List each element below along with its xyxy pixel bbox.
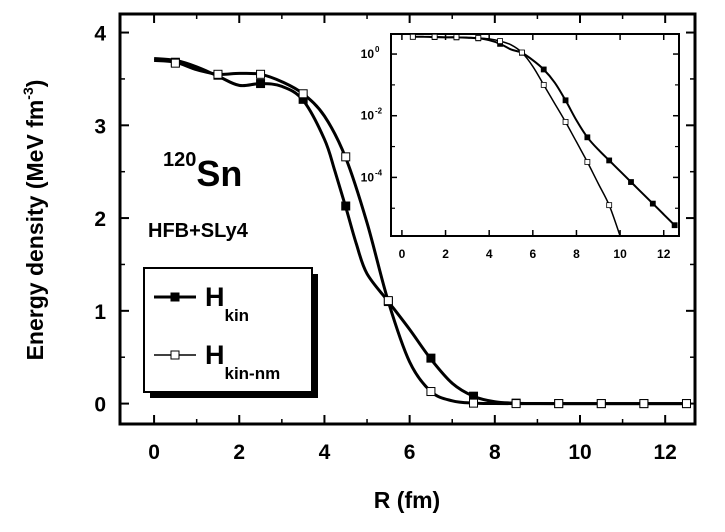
legend-label-kin-sub: kin: [225, 306, 250, 325]
inset-data-point-kin-nm: [540, 81, 547, 88]
data-point-kin-nm: [298, 89, 308, 99]
inset-data-point-kin: [649, 200, 656, 207]
inset-data-point-kin: [540, 66, 547, 73]
legend-marker-kin: [170, 292, 180, 302]
y-axis-title-main: Energy density (MeV fm: [22, 100, 48, 361]
isotope-mass: 120: [163, 149, 196, 171]
x-tick-label: 6: [404, 441, 416, 464]
main-markers: [170, 57, 691, 409]
legend-label-kin: Hkin: [205, 282, 249, 325]
inset-background: [391, 34, 679, 236]
method-label: HFB+SLy4: [148, 220, 249, 242]
legend-marker-kin-nm: [170, 350, 180, 360]
inset-x-tick-label: 4: [486, 247, 493, 261]
x-tick-label: 4: [319, 441, 331, 464]
data-point-kin-nm: [170, 58, 180, 68]
inset-data-point-kin-nm: [409, 33, 416, 40]
legend-label-kin-nm-main: H: [205, 340, 225, 370]
data-point-kin-nm: [639, 399, 649, 409]
inset-data-point-kin: [562, 97, 569, 104]
inset-x-tick-label: 6: [529, 247, 536, 261]
isotope-symbol: Sn: [196, 153, 242, 194]
x-tick-label: 8: [489, 441, 501, 464]
inset-y-tick-exponent: 0: [375, 45, 380, 54]
data-point-kin-nm: [554, 399, 564, 409]
inset-x-tick-label: 2: [442, 247, 449, 261]
inset-frame: [390, 33, 680, 237]
x-tick-label: 10: [568, 441, 591, 464]
inset-y-tick-label: 10: [361, 109, 375, 123]
data-point-kin-nm: [256, 69, 266, 79]
data-point-kin-nm: [596, 399, 606, 409]
y-axis-title-close: ): [22, 80, 48, 88]
inset-data-point-kin: [671, 222, 678, 229]
inset-y-tick-exponent: -2: [375, 107, 383, 116]
data-point-kin-nm: [341, 152, 351, 162]
isotope-label: 120Sn: [163, 149, 242, 194]
inset-data-point-kin-nm: [562, 118, 569, 125]
inset-data-point-kin-nm: [584, 159, 591, 165]
legend-label-kin-main: H: [205, 282, 225, 312]
data-point-kin-nm: [469, 398, 479, 408]
inset-data-point-kin-nm: [497, 38, 503, 44]
series-line-kin-nm: [153, 58, 687, 406]
inset-data-point-kin: [628, 179, 634, 185]
data-point-kin-nm: [383, 296, 393, 306]
y-tick-label: 1: [94, 301, 106, 324]
inset-y-tick-label: 10: [361, 170, 375, 184]
legend-box: [143, 267, 313, 393]
y-tick-label: 2: [94, 208, 106, 231]
inset-y-tick-exponent: -4: [375, 168, 383, 177]
y-tick-label: 0: [94, 394, 106, 417]
legend-label-kin-nm: Hkin-nm: [205, 340, 280, 383]
inset-data-point-kin-nm: [519, 49, 525, 56]
inset-data-point-kin-nm: [431, 33, 438, 40]
data-point-kin: [256, 79, 266, 89]
inset-data-point-kin-nm: [606, 202, 613, 209]
inset-data-point-kin: [606, 157, 613, 164]
x-tick-label: 2: [233, 441, 245, 464]
y-axis-title-exp: -3: [20, 87, 36, 100]
inset-y-tick-label: 10: [361, 47, 375, 61]
inset-data-point-kin-nm: [453, 34, 460, 40]
inset-x-tick-label: 12: [657, 247, 671, 261]
inset-x-tick-label: 0: [399, 247, 406, 261]
y-tick-label: 3: [94, 115, 106, 138]
data-point-kin: [426, 353, 436, 363]
data-point-kin-nm: [681, 399, 691, 409]
data-point-kin-nm: [213, 69, 223, 79]
data-point-kin: [341, 201, 351, 211]
x-tick-label: 12: [654, 441, 677, 464]
inset-data-point-kin: [584, 134, 591, 141]
data-point-kin-nm: [511, 399, 521, 409]
inset-markers: [409, 33, 678, 229]
inset-data-point-kin-nm: [475, 35, 482, 41]
inset-x-tick-label: 8: [573, 247, 580, 261]
x-tick-label: 0: [148, 441, 160, 464]
x-axis-title: R (fm): [374, 487, 440, 513]
legend: Hkin Hkin-nm: [143, 267, 318, 398]
y-axis-title: Energy density (MeV fm-3): [20, 80, 48, 361]
inset-x-tick-label: 10: [613, 247, 627, 261]
y-tick-label: 4: [94, 23, 106, 46]
legend-label-kin-nm-sub: kin-nm: [225, 364, 281, 383]
data-point-kin-nm: [426, 387, 436, 397]
